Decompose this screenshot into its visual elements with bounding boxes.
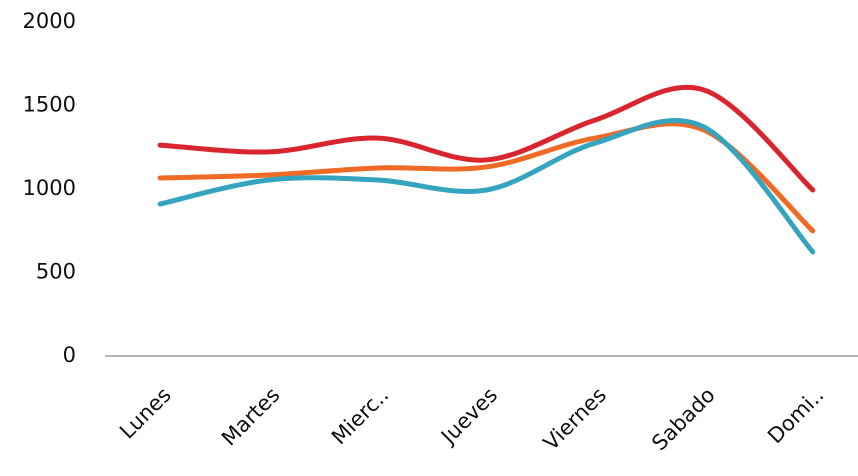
series-line: [157, 117, 816, 255]
x-tick-label: Martes: [217, 383, 285, 451]
x-tick-label: Viernes: [539, 383, 611, 455]
y-tick-label: 1500: [23, 93, 76, 117]
x-tick-label: Lunes: [115, 383, 176, 444]
series-line: [157, 84, 816, 193]
y-tick-label: 500: [36, 260, 76, 284]
series-line: [157, 121, 816, 234]
y-tick-label: 1000: [23, 176, 76, 200]
x-tick-label: Sabado: [647, 383, 720, 456]
y-tick-label: 2000: [23, 9, 76, 33]
x-tick-label: Jueves: [435, 383, 502, 450]
y-tick-label: 0: [63, 343, 76, 367]
x-tick-label: Domi..: [763, 383, 829, 449]
x-tick-label: Mierc..: [327, 383, 393, 449]
